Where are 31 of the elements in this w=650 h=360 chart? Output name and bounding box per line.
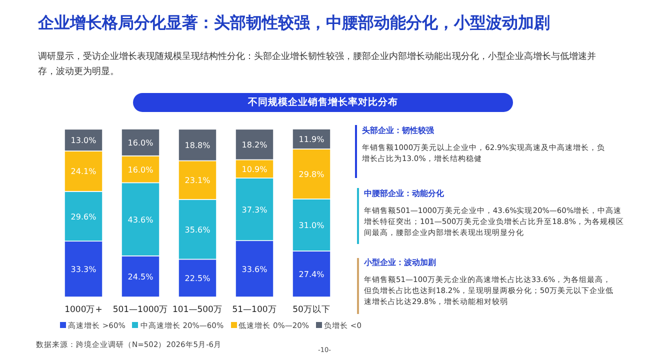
data-label: 16.0% [128, 165, 154, 174]
text: 中腰部企业：动能分化 [364, 188, 444, 199]
data-label: 33.6% [242, 264, 268, 274]
data-label: 43.6% [128, 215, 154, 224]
text: 不同规模企业销售增长率对比分布 [133, 93, 513, 112]
data-label: 23.1% [184, 176, 211, 186]
text: 小型企业：波动加剧 [364, 257, 436, 268]
x-tick-label: 1000万+ [64, 305, 102, 315]
data-label: 37.3% [242, 205, 268, 214]
chart-title: 企业增长格局分化显著：头部韧性较强，中腰部动能分化，小型波动加剧 [38, 13, 550, 34]
x-tick-label: 501—1000万 [112, 305, 168, 315]
chart-subtitle: 调研显示，受访企业增长表现随规模呈现结构性分化：头部企业增长韧性较强，腰部企业内部增长动能出现分化，小型企业高增长与低增速并存，波动更为明显。 [38, 50, 597, 79]
data-label: 24.1% [70, 167, 97, 176]
data-label: 29.8% [298, 170, 325, 179]
data-label: 31.0% [298, 221, 325, 230]
x-tick-label: 51—100万 [232, 305, 277, 315]
data-label: 13.0% [70, 136, 97, 146]
data-label: 35.6% [184, 225, 211, 234]
data-label: 24.5% [128, 272, 154, 282]
data-label: 18.8% [184, 140, 211, 150]
x-tick-label: 101—500万 [172, 305, 222, 315]
data-label: 18.2% [242, 140, 268, 150]
data-label: 22.5% [184, 274, 211, 284]
data-label: 27.4% [298, 270, 325, 280]
text: 头部企业：韧性较强 [362, 125, 434, 136]
data-label: 10.9% [242, 164, 268, 174]
x-tick-label: 50万以下 [292, 304, 330, 315]
data-label: 16.0% [128, 138, 154, 148]
data-label: 33.3% [70, 265, 97, 274]
data-label: 11.9% [298, 134, 325, 144]
data-label: 29.6% [70, 212, 97, 222]
